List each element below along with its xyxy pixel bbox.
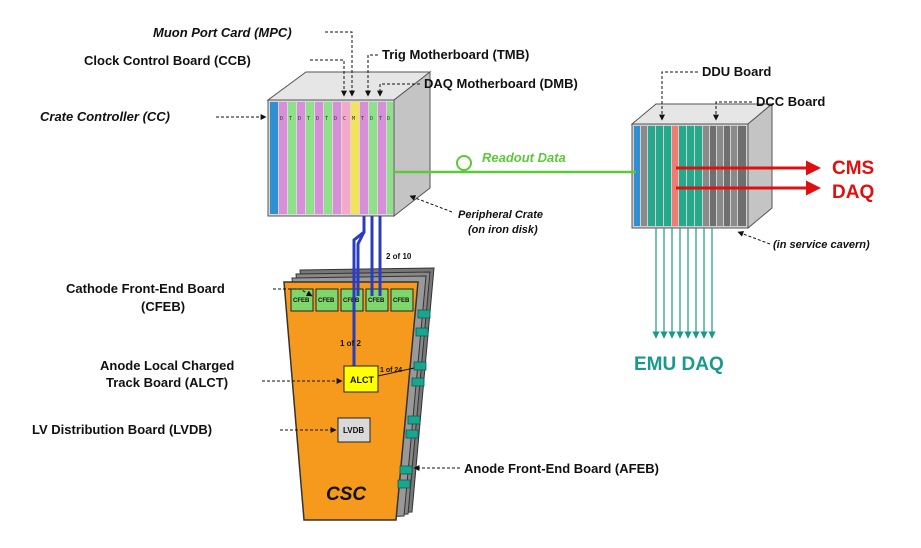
afeb-label: Anode Front-End Board (AFEB) bbox=[464, 461, 659, 476]
lvdb-label: LV Distribution Board (LVDB) bbox=[32, 422, 212, 437]
csc-label: CSC bbox=[326, 484, 366, 505]
readout-data-label: Readout Data bbox=[482, 150, 566, 165]
peripheral-crate-sublabel: (on iron disk) bbox=[468, 224, 538, 236]
lvdb-board: LVDB bbox=[337, 417, 371, 443]
cfeb-box-5: CFEB bbox=[393, 298, 410, 304]
lvdb-box-label: LVDB bbox=[343, 426, 364, 435]
alct-box-label: ALCT bbox=[350, 375, 374, 385]
one-of-24-label: 1 of 24 bbox=[380, 367, 402, 374]
two-of-ten-label: 2 of 10 bbox=[386, 252, 412, 261]
blue-cables bbox=[352, 216, 382, 370]
svg-text:T: T bbox=[289, 116, 292, 122]
ccb-label: Clock Control Board (CCB) bbox=[84, 53, 251, 68]
emu-daq-label: EMU DAQ bbox=[634, 354, 724, 375]
svg-text:M: M bbox=[352, 116, 355, 122]
mpc-label: Muon Port Card (MPC) bbox=[153, 25, 292, 40]
cfeb-label-line2: (CFEB) bbox=[141, 299, 185, 314]
alct-label-line1: Anode Local Charged bbox=[100, 358, 234, 373]
svg-text:T: T bbox=[361, 116, 364, 122]
peripheral-crate-label: Peripheral Crate bbox=[458, 209, 543, 221]
svg-text:T: T bbox=[379, 116, 382, 122]
svg-text:D: D bbox=[316, 116, 319, 122]
readout-link bbox=[394, 155, 636, 174]
daq-label: DAQ bbox=[832, 182, 874, 203]
cfeb-box-2: CFEB bbox=[318, 298, 335, 304]
csc-chamber bbox=[283, 267, 435, 521]
cfeb-boards: CFEB CFEB CFEB CFEB CFEB bbox=[290, 288, 414, 312]
alct-board: ALCT bbox=[343, 365, 379, 393]
svg-text:T: T bbox=[307, 116, 310, 122]
cfeb-box-1: CFEB bbox=[293, 298, 310, 304]
svg-text:T: T bbox=[325, 116, 328, 122]
cms-daq-arrows bbox=[676, 160, 821, 196]
tmb-label: Trig Motherboard (TMB) bbox=[382, 47, 529, 62]
alct-label-line2: Track Board (ALCT) bbox=[106, 375, 228, 390]
svg-text:D: D bbox=[370, 116, 373, 122]
ddu-dcc-crate bbox=[630, 102, 774, 230]
svg-text:D: D bbox=[334, 116, 337, 122]
cfeb-box-4: CFEB bbox=[368, 298, 385, 304]
cms-label: CMS bbox=[832, 158, 874, 179]
svg-text:D: D bbox=[387, 116, 390, 122]
cc-label: Crate Controller (CC) bbox=[40, 109, 170, 124]
dcc-label: DCC Board bbox=[756, 94, 825, 109]
one-of-two-label: 1 of 2 bbox=[340, 339, 361, 348]
svg-text:D: D bbox=[298, 116, 301, 122]
svg-text:D: D bbox=[280, 116, 283, 122]
callout-lines bbox=[216, 31, 771, 471]
dmb-label: DAQ Motherboard (DMB) bbox=[424, 76, 578, 91]
emu-daq-arrows bbox=[652, 228, 716, 339]
svg-text:C: C bbox=[343, 116, 346, 122]
afeb-connectors bbox=[397, 309, 431, 489]
service-cavern-label: (in service cavern) bbox=[773, 239, 870, 251]
cfeb-label-line1: Cathode Front-End Board bbox=[66, 281, 225, 296]
alct-afeb-link bbox=[377, 367, 415, 377]
ddu-label: DDU Board bbox=[702, 64, 771, 79]
cfeb-box-3: CFEB bbox=[343, 298, 360, 304]
